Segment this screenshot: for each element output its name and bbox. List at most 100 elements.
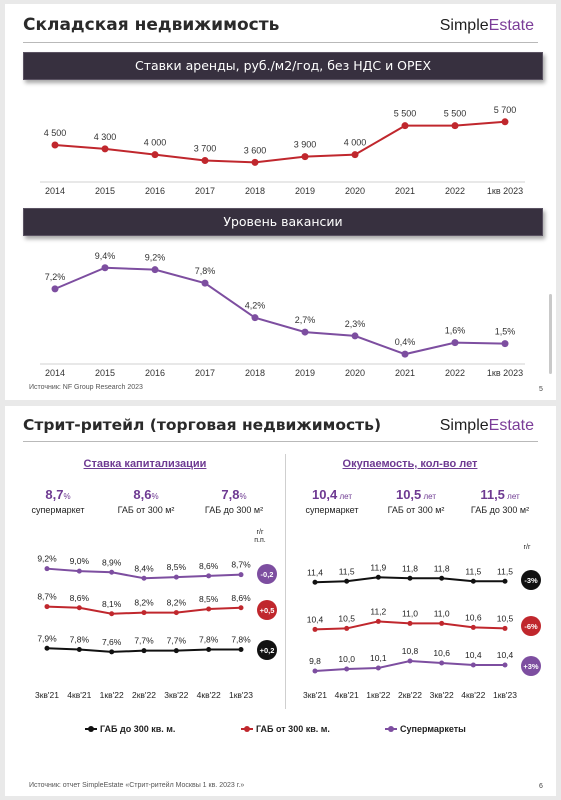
category-label: 2016 — [145, 368, 165, 378]
data-point — [470, 662, 476, 668]
data-point — [312, 579, 318, 585]
category-label: 1кв 2023 — [487, 186, 523, 196]
logo: SimpleEstate — [439, 17, 534, 34]
data-label: 7,8% — [231, 634, 251, 644]
data-point — [151, 266, 159, 274]
data-label: 11,0 — [402, 608, 418, 618]
yoy-badge — [521, 616, 541, 636]
category-label: 3кв'22 — [430, 690, 454, 700]
data-point — [238, 605, 244, 611]
category-label: 2014 — [45, 186, 65, 196]
data-label: 7,8% — [195, 266, 216, 276]
data-point — [344, 625, 350, 631]
data-point — [51, 141, 59, 149]
kpi-supermarket-payback: 10,4 лет супермаркет — [305, 487, 359, 515]
data-point — [401, 350, 409, 358]
category-label: 1кв 2023 — [487, 368, 523, 378]
data-label: 1,6% — [445, 326, 466, 336]
data-point — [76, 605, 82, 611]
data-point — [351, 151, 359, 159]
category-label: 2018 — [245, 368, 265, 378]
category-label: 2021 — [395, 186, 415, 196]
data-point — [251, 158, 259, 166]
data-label: 10,6 — [465, 612, 482, 622]
kpi-gab-under-300-cap: 7,8% ГАБ до 300 м² — [204, 487, 264, 515]
data-label: 1,5% — [495, 327, 516, 337]
category-label: 3кв'21 — [35, 690, 59, 700]
data-point — [502, 578, 508, 584]
data-label: 2,3% — [345, 319, 366, 329]
data-point — [439, 620, 445, 626]
data-label: 11,5 — [497, 566, 513, 576]
legend-swatch — [385, 726, 397, 732]
data-label: 8,6% — [231, 593, 251, 603]
page-number: 5 — [539, 386, 543, 393]
data-label: 8,7% — [37, 592, 57, 602]
data-label: 10,4 — [497, 650, 514, 660]
data-point — [344, 666, 350, 672]
category-label: 1кв'22 — [100, 690, 124, 700]
data-point — [101, 145, 109, 153]
yoy-badge-text: -6% — [524, 622, 538, 631]
data-label: 7,7% — [134, 636, 154, 646]
data-point — [502, 662, 508, 668]
category-label: 1кв'23 — [229, 690, 253, 700]
yoy-badge-text: -3% — [524, 576, 538, 585]
logo: SimpleEstate — [439, 417, 534, 434]
yoy-label-right: г/г — [523, 544, 531, 551]
category-label: 3кв'21 — [303, 690, 327, 700]
data-label: 10,5 — [497, 613, 514, 623]
yoy-badge-text: +3% — [523, 662, 539, 671]
category-label: 2022 — [445, 186, 465, 196]
warehouse-slide: Складская недвижимость SimpleEstate Став… — [5, 4, 556, 400]
data-point — [141, 648, 147, 654]
data-point — [238, 646, 244, 652]
category-label: 2017 — [195, 368, 215, 378]
data-label: 7,6% — [102, 637, 122, 647]
data-label: 7,2% — [45, 272, 66, 282]
data-label: 11,0 — [434, 608, 450, 618]
data-point — [312, 626, 318, 632]
legend-gab-over-300: ГАБ от 300 кв. м. — [241, 724, 330, 734]
yoy-badge — [257, 640, 277, 660]
scrollbar[interactable] — [549, 294, 552, 374]
category-label: 2021 — [395, 368, 415, 378]
category-label: 1кв'22 — [366, 690, 390, 700]
data-point — [451, 122, 459, 130]
column-divider — [285, 454, 286, 709]
data-label: 8,5% — [167, 562, 187, 572]
cap-rate-title: Ставка капитализации — [83, 458, 207, 470]
data-point — [173, 648, 179, 654]
data-label: 7,8% — [70, 634, 90, 644]
category-label: 2014 — [45, 368, 65, 378]
data-point — [109, 611, 115, 617]
data-point — [439, 575, 445, 581]
data-label: 3 700 — [194, 143, 217, 153]
legend-supermarkets: Супермаркеты — [385, 724, 466, 734]
yoy-badge — [521, 570, 541, 590]
category-label: 2015 — [95, 368, 115, 378]
category-label: 2016 — [145, 186, 165, 196]
data-point — [76, 646, 82, 652]
rent-banner: Ставки аренды, руб./м2/год, без НДС и OP… — [23, 52, 543, 80]
yoy-badge — [257, 600, 277, 620]
data-point — [206, 606, 212, 612]
data-label: 8,1% — [102, 599, 122, 609]
vacancy-chart: 7,2% 2014 9,4% 2015 9,2% 2016 7,8% 2017 4,2% 2018… — [40, 251, 525, 378]
data-label: 3 600 — [244, 145, 267, 155]
data-label: 11,4 — [307, 567, 323, 577]
data-point — [201, 279, 209, 287]
data-label: 9,4% — [95, 251, 116, 261]
data-point — [301, 328, 309, 336]
kpi-supermarket-cap: 8,7% супермаркет — [31, 487, 85, 515]
data-label: 11,8 — [434, 563, 450, 573]
category-label: 3кв'22 — [164, 690, 188, 700]
category-label: 4кв'22 — [197, 690, 221, 700]
data-label: 10,0 — [338, 654, 355, 664]
category-label: 2019 — [295, 368, 315, 378]
data-label: 10,6 — [433, 648, 450, 658]
data-point — [301, 153, 309, 161]
category-label: 4кв'21 — [335, 690, 359, 700]
data-point — [206, 573, 212, 579]
data-point — [344, 578, 350, 584]
